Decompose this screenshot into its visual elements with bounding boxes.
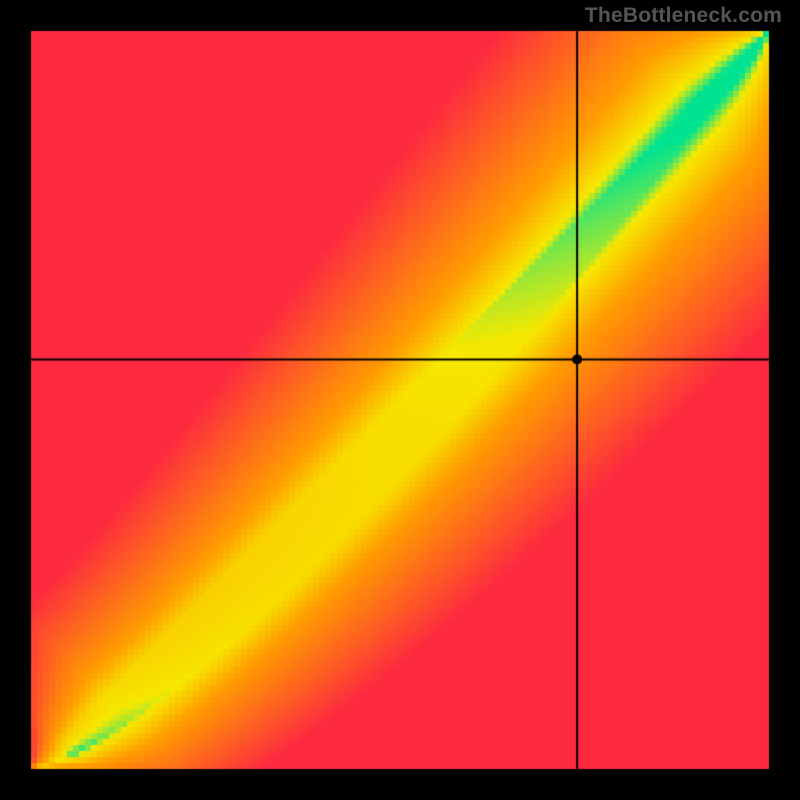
watermark-text: TheBottleneck.com [585, 4, 782, 28]
overlay-canvas [0, 0, 800, 800]
chart-container: TheBottleneck.com [0, 0, 800, 800]
